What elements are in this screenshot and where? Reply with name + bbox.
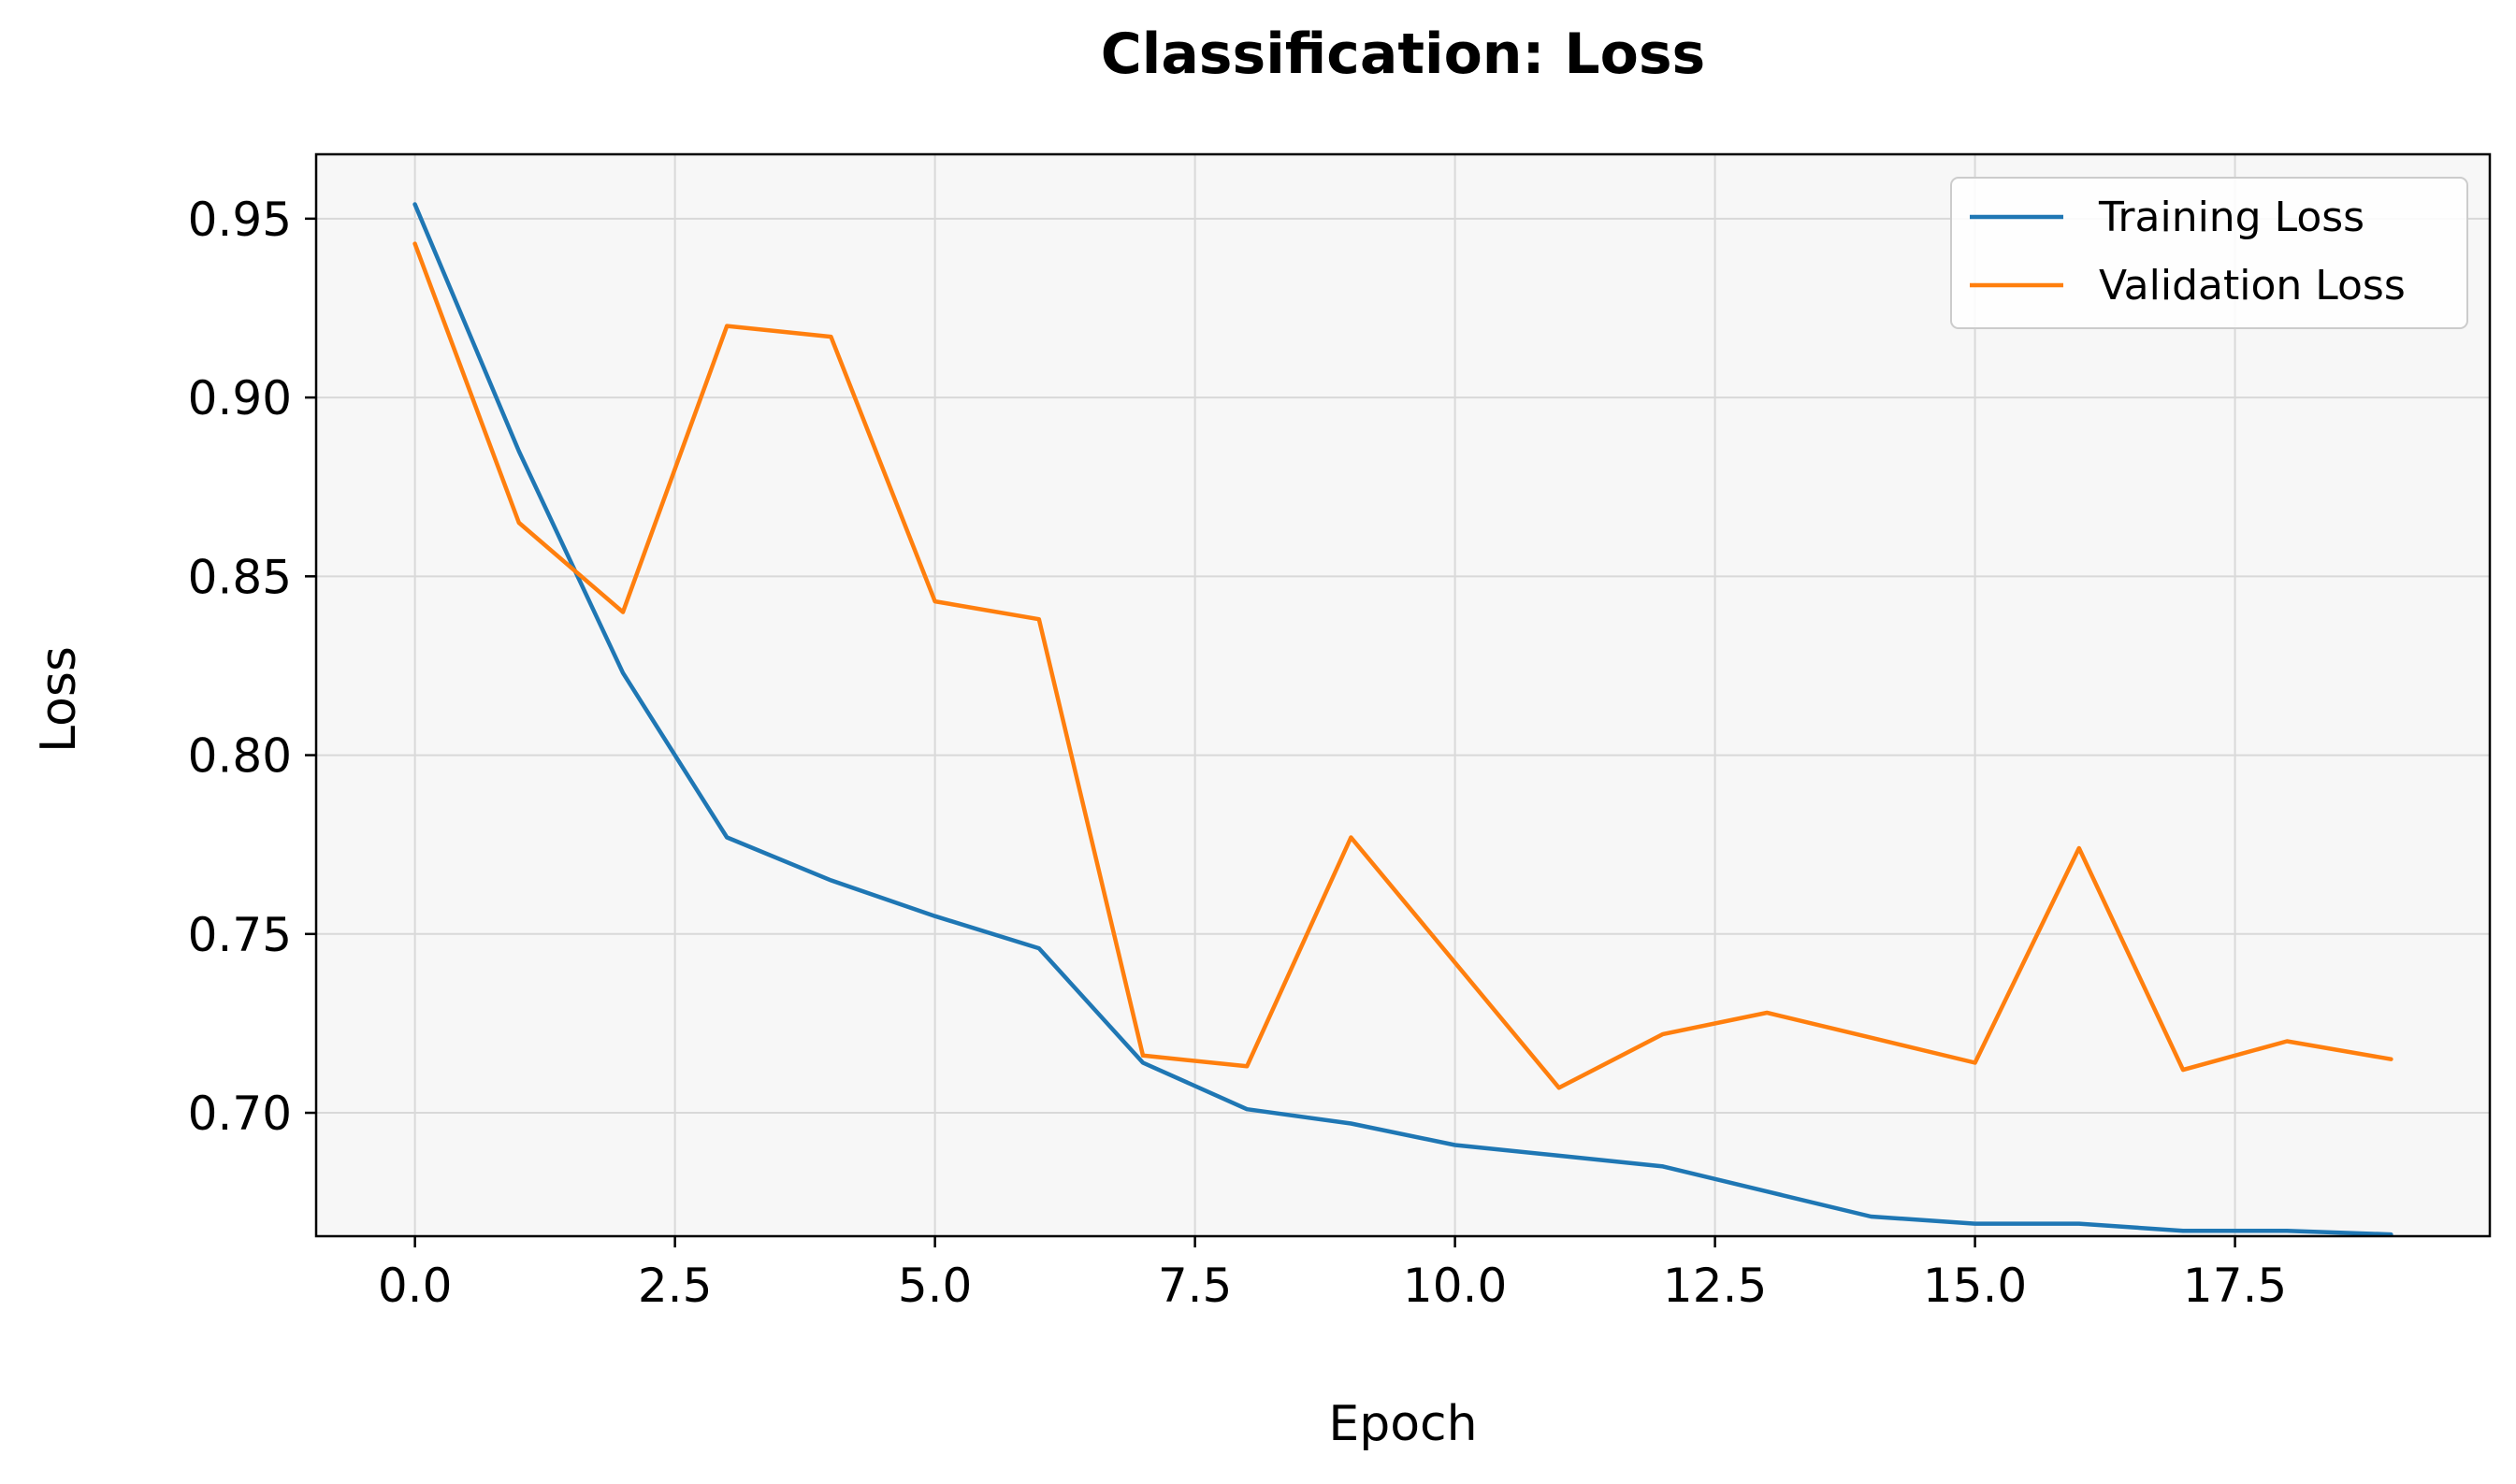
series-line-training-loss [412,202,2393,1237]
x-axis-label: Epoch [1328,1396,1477,1452]
x-tick-label: 17.5 [2183,1259,2287,1313]
axis-ticks: 0.0 2.5 5.0 7.5 10.0 12.5 15.0 17.5 0.70 0.75 0.80… [188,193,2288,1313]
legend-label-validation-loss: Validation Loss [2099,262,2406,310]
y-tick-label: 0.85 [188,550,292,604]
x-tick-label: 10.0 [1403,1259,1507,1313]
y-tick-label: 0.80 [188,729,292,784]
x-tick-label: 2.5 [638,1259,713,1313]
y-tick-label: 0.70 [188,1087,292,1141]
legend-box [1950,177,2468,329]
plot-area-background [316,154,2490,1236]
series-lines [412,202,2393,1237]
y-axis-label: Loss [31,646,87,753]
y-tick-label: 0.75 [188,908,292,962]
x-tick-label: 12.5 [1663,1259,1767,1313]
chart-title: Classification: Loss [1101,22,1706,87]
legend-label-training-loss: Training Loss [2098,194,2364,241]
y-tick-label: 0.90 [188,371,292,425]
y-tick-label: 0.95 [188,193,292,247]
x-tick-label: 0.0 [378,1259,453,1313]
plot-area-frame [314,152,2492,1238]
x-tick-label: 15.0 [1923,1259,2027,1313]
series-line-validation-loss [412,241,2393,1090]
x-tick-label: 5.0 [898,1259,973,1313]
legend: Training Loss Validation Loss [1950,177,2468,329]
x-tick-label: 7.5 [1158,1259,1233,1313]
